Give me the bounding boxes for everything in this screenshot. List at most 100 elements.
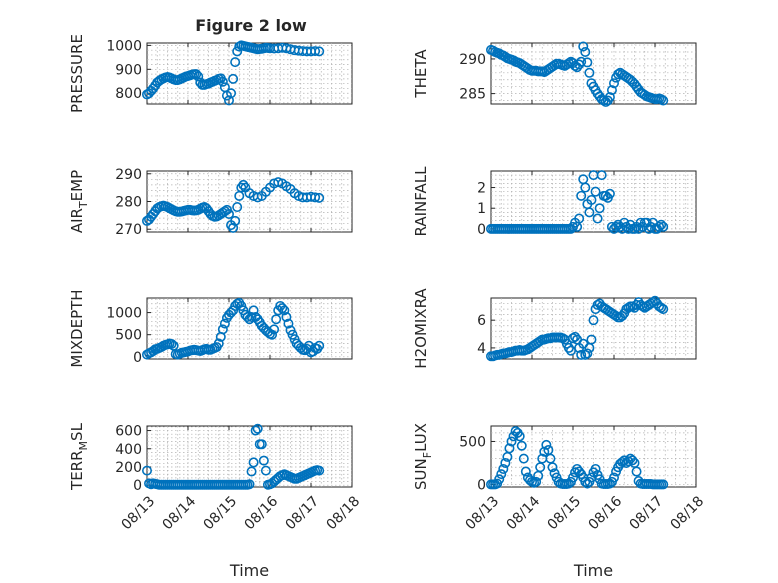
data-point bbox=[582, 348, 593, 359]
y-tick-label: 290 bbox=[459, 52, 486, 68]
data-point bbox=[658, 479, 669, 490]
data-point bbox=[314, 192, 325, 203]
data-point bbox=[563, 58, 574, 69]
data-point bbox=[246, 312, 257, 323]
data-point bbox=[267, 329, 278, 340]
data-point bbox=[224, 208, 235, 219]
y-tick-label: 0 bbox=[133, 350, 142, 366]
data-point bbox=[590, 463, 601, 474]
subplot-4: 0 1 2 RAINFALL bbox=[412, 166, 697, 238]
x-axis-label: Time bbox=[573, 561, 613, 580]
figure-title: Figure 2 low bbox=[195, 16, 307, 35]
data-point bbox=[193, 71, 204, 82]
data-point bbox=[547, 462, 558, 473]
data-point bbox=[623, 456, 634, 467]
data-point bbox=[250, 425, 261, 436]
data-point bbox=[576, 190, 587, 201]
data-series bbox=[485, 170, 669, 234]
y-axis-label: H2OMIXRA bbox=[412, 288, 430, 369]
y-tick-label: 900 bbox=[115, 62, 142, 78]
y-tick-label: 500 bbox=[115, 328, 142, 344]
data-point bbox=[213, 338, 224, 349]
y-tick-label: 1 bbox=[477, 201, 486, 217]
data-point bbox=[576, 56, 587, 67]
y-tick-label: 1000 bbox=[106, 38, 142, 54]
y-tick-label: 1000 bbox=[106, 306, 142, 322]
data-point bbox=[563, 342, 574, 353]
data-point bbox=[230, 57, 241, 68]
data-point bbox=[271, 314, 282, 325]
data-point bbox=[604, 188, 615, 199]
data-point bbox=[611, 221, 622, 232]
data-point bbox=[219, 318, 230, 329]
y-tick-label: 600 bbox=[115, 424, 142, 440]
data-series bbox=[142, 40, 325, 106]
data-point bbox=[608, 472, 619, 483]
data-point bbox=[658, 95, 669, 106]
y-axis-label-base: AIR bbox=[68, 208, 86, 233]
data-point bbox=[494, 474, 505, 485]
data-point bbox=[228, 73, 239, 84]
data-point bbox=[500, 457, 511, 468]
data-point bbox=[606, 85, 617, 96]
data-point bbox=[230, 215, 241, 226]
data-point bbox=[496, 469, 507, 480]
y-tick-label: 6 bbox=[477, 313, 486, 329]
data-point bbox=[592, 213, 603, 224]
data-point bbox=[516, 440, 527, 451]
y-tick-label: 200 bbox=[115, 460, 142, 476]
data-point bbox=[584, 207, 595, 218]
subplot-2: 285 290 THETA bbox=[412, 41, 697, 107]
data-point bbox=[248, 457, 259, 468]
data-point bbox=[631, 466, 642, 477]
y-tick-label: 2 bbox=[477, 181, 486, 197]
data-point bbox=[627, 455, 638, 466]
y-axis-label: MIXDEPTH bbox=[68, 289, 86, 367]
data-point bbox=[582, 57, 593, 68]
data-point bbox=[588, 315, 599, 326]
subplot-6: 4 6 H2OMIXRA bbox=[412, 288, 697, 369]
data-series bbox=[485, 295, 669, 362]
y-tick-label: 270 bbox=[115, 222, 142, 238]
data-series bbox=[142, 177, 325, 233]
data-point bbox=[531, 476, 542, 487]
data-point bbox=[246, 466, 257, 477]
y-axis-label-subscript: T bbox=[77, 201, 90, 209]
data-point bbox=[586, 334, 597, 345]
data-series bbox=[142, 297, 325, 360]
y-tick-label: 800 bbox=[115, 86, 142, 102]
data-point bbox=[594, 203, 605, 214]
data-point bbox=[584, 67, 595, 78]
y-tick-label: 0 bbox=[477, 477, 486, 493]
data-point bbox=[281, 312, 292, 323]
data-point bbox=[608, 78, 619, 89]
data-point bbox=[310, 192, 321, 203]
data-point bbox=[576, 349, 587, 360]
data-point bbox=[656, 219, 667, 230]
data-point bbox=[310, 46, 321, 57]
y-axis-label-rest: LUX bbox=[412, 423, 430, 452]
y-tick-label: 500 bbox=[459, 434, 486, 450]
y-axis-label: RAINFALL bbox=[412, 166, 430, 237]
data-point bbox=[506, 436, 517, 447]
data-point bbox=[314, 340, 325, 351]
data-point bbox=[217, 324, 228, 335]
data-point bbox=[574, 213, 585, 224]
subplot-1: 800 900 1000 PRESSURE bbox=[68, 34, 353, 113]
y-axis-label: AIRTEMP bbox=[68, 170, 90, 233]
data-point bbox=[518, 453, 529, 464]
data-series bbox=[142, 423, 325, 490]
y-axis-label-rest: EMP bbox=[68, 170, 86, 201]
data-point bbox=[217, 76, 228, 87]
data-point bbox=[236, 182, 247, 193]
y-tick-label: 290 bbox=[115, 167, 142, 183]
y-tick-label: 0 bbox=[133, 478, 142, 494]
y-axis-label: THETA bbox=[412, 49, 430, 99]
data-point bbox=[244, 479, 255, 490]
data-point bbox=[279, 305, 290, 316]
y-axis-label: TERRMSL bbox=[68, 422, 90, 491]
y-axis-label-base: TERR bbox=[68, 450, 86, 491]
y-axis-label-subscript: M bbox=[77, 441, 90, 451]
data-point bbox=[604, 92, 615, 103]
